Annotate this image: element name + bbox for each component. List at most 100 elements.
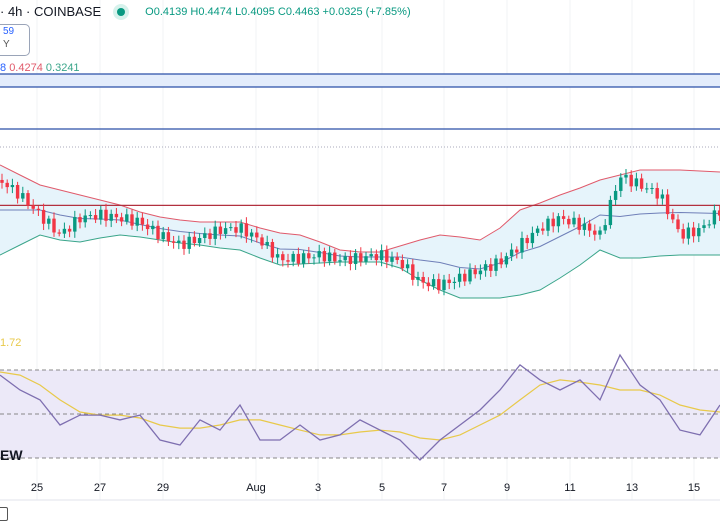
bb-legend[interactable]: 8 0.4274 0.3241 [0,62,80,74]
candle-body [255,232,259,238]
candle-body [67,228,72,232]
candle-body [52,218,56,233]
candle-body [686,227,691,239]
candle-body [265,241,269,246]
price-button[interactable]: 59 Y [0,24,30,56]
candle-body [405,264,410,269]
candle-body [681,229,685,239]
x-tick-label: 27 [94,482,106,494]
candle-body [676,219,680,230]
candle-body [400,259,405,269]
x-tick-label: 15 [688,482,700,494]
candle-body [598,230,602,235]
candle-body [520,237,524,253]
x-tick-label: Aug [246,482,266,494]
candle-body [307,253,311,259]
candle-body [567,218,571,225]
candle-body [660,194,665,199]
candle-body [619,177,623,191]
candle-body [145,224,150,230]
candle-body [109,213,113,221]
candle-body [379,250,384,261]
candle-body [624,174,628,178]
x-tick-label: 3 [315,482,321,494]
candle-body [697,228,701,237]
candle-body [171,241,176,243]
candle-body [369,254,373,257]
candle-body [390,257,394,262]
candle-body [707,224,711,226]
x-tick-label: 11 [564,482,575,494]
candle-body [421,276,425,283]
candle-body [301,253,306,264]
candle-body [21,193,25,199]
candle-body [275,254,280,258]
candle-body [343,256,347,261]
candle-body [5,182,9,188]
bb-basis-value: 8 [0,62,7,74]
candle-body [229,227,233,229]
rsi-line [0,353,720,461]
candle-body [395,257,399,260]
candle-body [203,233,207,238]
candle-body [447,279,451,284]
candle-body [156,225,160,240]
calendar-icon[interactable] [0,507,8,521]
candle-body [26,193,30,206]
candle-body [0,179,4,183]
candle-body [411,264,415,280]
candle-body [187,236,191,249]
candle-body [364,256,368,262]
candle-body [333,252,337,262]
candle-body [541,228,545,231]
candle-body [478,270,483,275]
candle-body [182,240,186,249]
candle-body [650,188,654,190]
candle-body [270,241,275,258]
candle-body [504,256,509,265]
candle-body [239,223,243,233]
candle-body [140,217,145,225]
candle-body [93,215,98,220]
candle-body [57,232,61,234]
candle-body [296,253,301,264]
candle-body [551,218,555,227]
candle-body [135,217,139,226]
candle-body [561,216,566,219]
rsi-legend-value[interactable]: 1.72 [0,337,22,349]
candle-body [348,256,353,265]
candle-body [530,232,535,244]
symbol-info[interactable]: · 4h · COINBASE [0,4,102,19]
change-value: +0.0325 (+7.85%) [322,5,411,18]
candle-body [613,190,618,200]
candle-body [47,218,51,224]
candle-body [359,253,363,262]
candle-body [582,223,587,230]
candle-body [15,185,20,199]
candle-body [457,273,462,282]
overlay-text: EW [0,447,23,463]
candle-body [322,251,327,262]
candle-body [535,228,540,233]
candle-body [634,178,639,187]
candle-body [130,214,134,226]
candle-body [151,225,155,230]
open-value: O0.4139 [145,5,188,18]
candle-body [639,178,644,189]
candle-body [223,228,228,234]
candle-body [177,240,181,243]
candles [0,168,720,296]
candle-body [546,218,550,231]
blue-zone [0,74,720,87]
candle-body [494,258,498,271]
x-tick-label: 25 [31,482,43,494]
candle-body [431,279,436,287]
candle-body [83,215,87,223]
candle-body [62,228,67,234]
candle-body [385,250,389,262]
candle-body [426,282,431,287]
price-button-label: Y [3,39,10,50]
candle-body [483,264,488,271]
candle-body [317,251,321,258]
